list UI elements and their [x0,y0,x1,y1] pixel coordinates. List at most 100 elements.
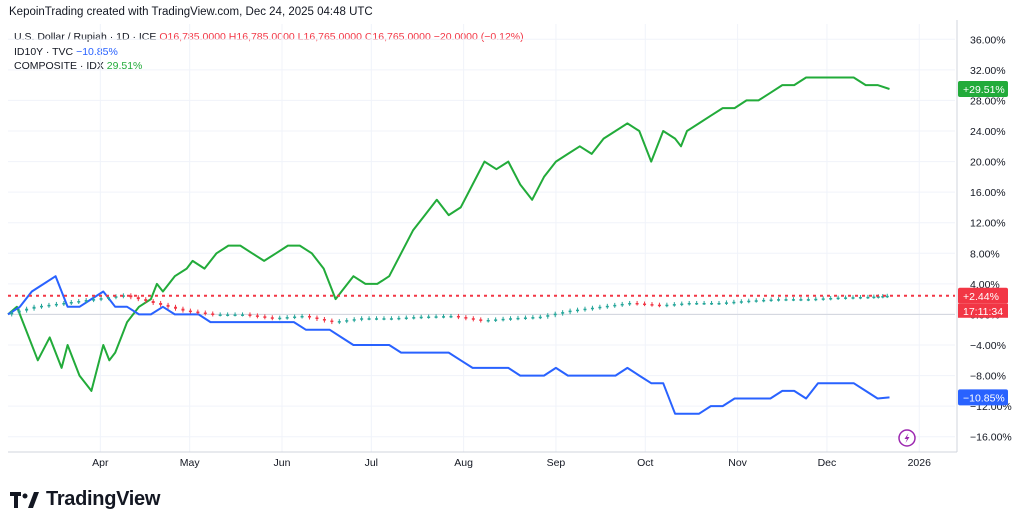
usd-candle [181,308,185,311]
usd-candle [397,317,401,320]
usd-candle [650,304,654,306]
usd-candle [404,317,408,319]
usd-candle [62,302,66,305]
y-tick-label: 24.00% [970,126,1006,138]
usd-candle [784,299,788,301]
usd-candle [777,299,781,301]
usd-candle [367,318,371,320]
usd-candle [739,301,743,303]
usd-candle [300,315,304,318]
usd-candle [427,316,431,319]
id10y-badge [958,389,1008,406]
x-tick-label: Apr [92,457,109,469]
usd-candle [285,317,289,319]
y-tick-label: 36.00% [970,34,1006,46]
usd-badge-sub [958,303,1008,318]
usd-candle [717,302,721,305]
legend-composite[interactable]: COMPOSITE · IDX 29.51% [14,59,524,74]
legend-usd-idr[interactable]: U.S. Dollar / Rupiah · 1D · ICE O16,785.… [14,30,524,45]
usd-candle [263,316,267,318]
usd-candle [590,307,594,310]
id10y-badge-label: −10.85% [963,392,1005,404]
usd-candle [724,302,728,304]
series-line-id10y [7,275,890,415]
usd-candle [680,303,684,306]
usd-candle [657,304,661,307]
usd-candle [546,315,550,317]
usd-candle [769,299,773,302]
lightning-icon [904,433,910,443]
series-line-composite [7,76,890,392]
usd-candle [881,296,885,298]
usd-candle [25,308,29,311]
usd-badge [958,287,1008,304]
usd-candle [151,301,155,303]
usd-candle [293,316,297,319]
usd-candle [32,306,36,309]
usd-candle [687,302,691,305]
usd-candle [836,297,840,300]
usd-candle [77,301,81,303]
usd-candle [844,297,848,299]
usd-candle [538,316,542,319]
usd-candle [821,298,825,300]
usd-badge-label: +2.44% [963,291,999,303]
usd-candle [829,297,833,300]
usd-candle [762,299,766,302]
usd-candle [568,310,572,313]
usd-candle [159,302,163,305]
usd-candle [218,314,222,316]
y-tick-label: 16.00% [970,187,1006,199]
usd-candle [203,312,207,315]
usd-candle [456,315,460,318]
chart-legend: U.S. Dollar / Rupiah · 1D · ICE O16,785.… [14,30,524,74]
usd-candle [315,317,319,320]
usd-candle [695,302,699,305]
usd-candle [583,308,587,311]
usd-candle [754,300,758,302]
usd-candle [523,317,527,319]
usd-candle [233,314,237,316]
x-tick-label: Jun [274,457,291,469]
usd-candle [270,317,274,319]
usd-candle [40,305,44,308]
usd-candle [129,295,133,298]
usd-candle [419,316,423,319]
usd-candle [54,303,58,306]
usd-candle [486,319,490,322]
legend-id10y-value: −10.85% [76,45,118,58]
usd-candle [553,313,557,316]
usd-candle [188,310,192,313]
usd-candle [710,302,714,305]
x-tick-label: Sep [547,457,566,469]
usd-candle [509,318,513,320]
x-tick-label: Oct [637,457,653,469]
y-tick-label: 12.00% [970,218,1006,230]
legend-id10y-name: ID10Y · TVC [14,45,74,58]
tradingview-footer: TradingView [10,488,160,511]
tradingview-logo-icon [10,491,39,508]
usd-candle [10,312,14,315]
usd-candle [144,299,148,302]
y-tick-label: 20.00% [970,157,1006,169]
x-tick-label: Dec [818,457,837,469]
usd-candle [322,319,326,321]
usd-candle [278,317,282,320]
legend-usd-ohlc: O16,785.0000 H16,785.0000 L16,765.0000 C… [159,31,524,43]
y-tick-label: −8.00% [970,371,1006,383]
legend-id10y[interactable]: ID10Y · TVC −10.85% [14,45,524,60]
usd-candle [434,316,438,318]
x-tick-label: Jul [365,457,378,469]
usd-candle [442,316,446,318]
usd-candle [858,297,862,299]
usd-candle [412,317,416,319]
usd-candle [605,305,609,308]
usd-candle [872,296,876,299]
tradingview-brand: TradingView [46,488,161,510]
usd-candle [851,297,855,299]
usd-candle [84,300,88,302]
usd-candle [464,317,468,319]
usd-candle [702,302,706,305]
usd-candle [114,296,118,298]
